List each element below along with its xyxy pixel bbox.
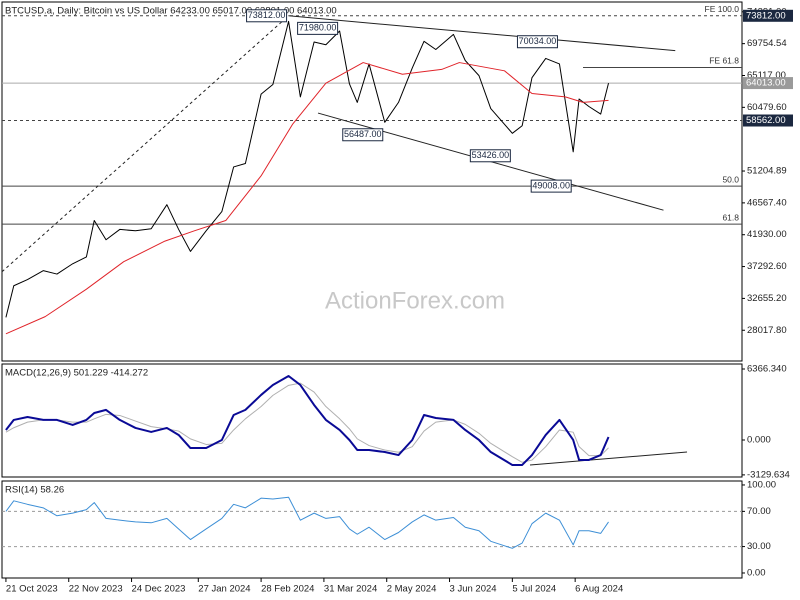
trendline (529, 451, 688, 466)
annotation-box (516, 35, 558, 49)
y-tick-label: 51204.89 (747, 166, 787, 177)
annotation-box (530, 179, 572, 193)
annotation-box (246, 9, 288, 23)
y-tick-label: 37292.60 (747, 261, 787, 272)
panel-title: MACD(12,26,9) 501.229 -414.272 (5, 368, 148, 379)
y-tick-label: -3129.634 (747, 469, 790, 480)
y-tick-label: 46567.40 (747, 197, 787, 208)
x-tick-label: 27 Jan 2024 (198, 584, 250, 595)
panel-title: BTCUSD.a, Daily: Bitcoin vs US Dollar 64… (5, 6, 337, 17)
annotation-label: 49008.00 (532, 180, 570, 190)
x-tick-label: 3 Jun 2024 (450, 584, 497, 595)
annotation-label: 53426.00 (472, 150, 510, 160)
panel-frame (1, 363, 743, 478)
price-box-label: 58562.00 (746, 115, 786, 126)
price-box-label: 73812.00 (746, 10, 786, 21)
price-box-label: 64013.00 (746, 78, 786, 89)
level-label: 50.0 (722, 174, 739, 184)
series-line (5, 374, 610, 466)
x-tick-label: 5 Jul 2024 (512, 584, 556, 595)
panel-frame (1, 480, 743, 579)
series-line (5, 496, 609, 549)
series-line (5, 20, 610, 318)
y-tick-label: 100.00 (747, 479, 776, 490)
annotation-box (297, 21, 339, 35)
y-tick-label: 0.000 (747, 435, 771, 446)
x-tick-label: 31 Mar 2024 (324, 584, 377, 595)
y-tick-label: 65117.00 (747, 70, 786, 81)
y-tick-label: 30.00 (747, 541, 771, 552)
annotation-label: 56487.00 (344, 129, 382, 139)
y-tick-label: 0.00 (747, 567, 766, 578)
annotation-label: 73812.00 (248, 10, 286, 20)
price-box (743, 77, 793, 90)
level-label: FE 61.8 (709, 56, 739, 66)
trendline (1, 15, 289, 273)
price-box (743, 114, 793, 127)
x-tick-label: 22 Nov 2023 (69, 584, 123, 595)
level-label: 61.8 (722, 212, 739, 222)
y-tick-label: 60479.60 (747, 102, 787, 113)
annotation-box (469, 149, 511, 163)
panel-title: RSI(14) 58.26 (5, 485, 64, 496)
annotation-label: 71980.00 (299, 23, 337, 33)
y-tick-label: 41930.00 (747, 229, 787, 240)
series-line (5, 62, 609, 335)
annotation-label: 70034.00 (519, 36, 557, 46)
y-tick-label: 6366.340 (747, 364, 787, 375)
price-box (743, 9, 793, 22)
x-tick-label: 2 May 2024 (387, 584, 437, 595)
y-tick-label: 32655.20 (747, 293, 787, 304)
y-tick-label: 70.00 (747, 506, 771, 517)
trendline (288, 15, 676, 52)
x-tick-label: 21 Oct 2023 (6, 584, 58, 595)
x-tick-label: 24 Dec 2023 (132, 584, 186, 595)
watermark: ActionForex.com (325, 287, 505, 314)
y-tick-label: 69754.54 (747, 38, 787, 49)
x-tick-label: 6 Aug 2024 (575, 584, 623, 595)
annotation-box (342, 128, 384, 142)
x-tick-label: 28 Feb 2024 (261, 584, 314, 595)
level-label: FE 100.0 (705, 4, 740, 14)
y-tick-label: 28017.80 (747, 325, 787, 336)
panel-frame (1, 1, 743, 362)
